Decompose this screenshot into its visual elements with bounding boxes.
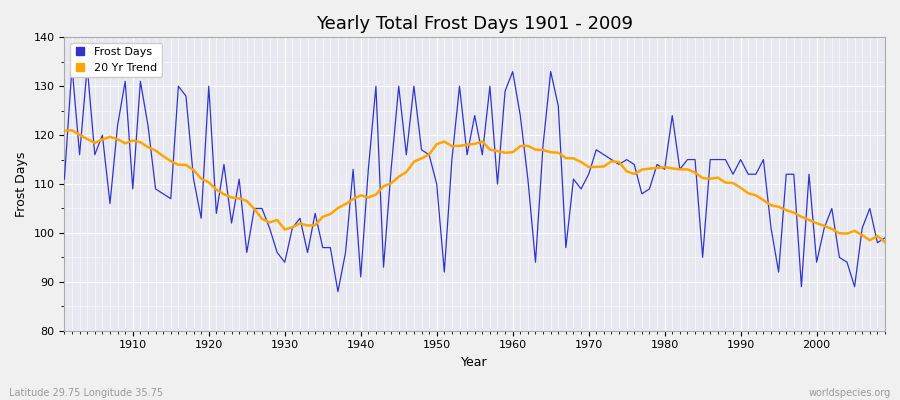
Legend: Frost Days, 20 Yr Trend: Frost Days, 20 Yr Trend [70,43,162,77]
Text: worldspecies.org: worldspecies.org [809,388,891,398]
Text: Latitude 29.75 Longitude 35.75: Latitude 29.75 Longitude 35.75 [9,388,163,398]
X-axis label: Year: Year [462,356,488,369]
Title: Yearly Total Frost Days 1901 - 2009: Yearly Total Frost Days 1901 - 2009 [316,15,634,33]
Y-axis label: Frost Days: Frost Days [15,151,28,217]
